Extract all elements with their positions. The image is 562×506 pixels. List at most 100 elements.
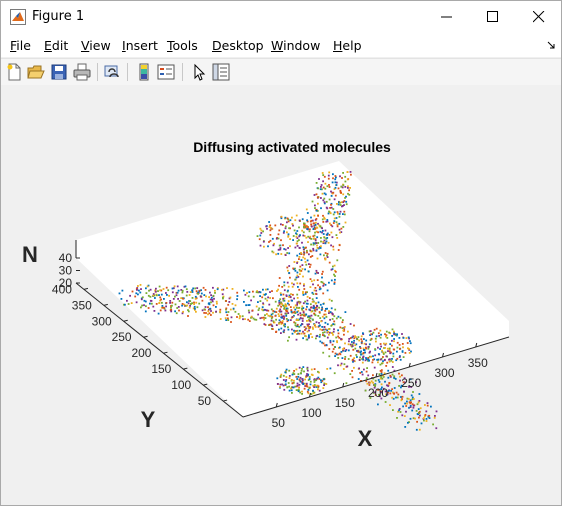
- scatter-point: [320, 207, 322, 210]
- scatter-point: [283, 316, 286, 319]
- menu-edit[interactable]: Edit: [44, 38, 69, 53]
- scatter-point: [318, 178, 320, 180]
- scatter-point: [331, 225, 334, 228]
- scatter-point: [131, 290, 134, 293]
- scatter-point: [386, 393, 389, 396]
- scatter-point: [393, 369, 396, 372]
- scatter-point: [197, 291, 199, 294]
- scatter-point: [400, 386, 402, 389]
- scatter-point: [351, 370, 353, 372]
- scatter-point: [387, 350, 389, 352]
- scatter-point: [289, 319, 292, 321]
- scatter-point: [150, 302, 153, 305]
- scatter-point: [146, 285, 149, 288]
- scatter-point: [264, 309, 267, 311]
- scatter-point: [269, 291, 271, 293]
- menu-help[interactable]: Help: [333, 38, 362, 53]
- scatter-point: [309, 250, 312, 253]
- scatter-point: [271, 290, 273, 292]
- minimize-button[interactable]: [424, 1, 470, 32]
- scatter-point: [270, 308, 273, 311]
- y-tick-mark: [143, 335, 148, 338]
- menu-view[interactable]: View: [81, 38, 111, 53]
- scatter-point: [307, 389, 310, 391]
- scatter-point: [183, 303, 186, 306]
- print-icon[interactable]: [73, 63, 91, 81]
- axes-plane: [76, 161, 509, 417]
- scatter-point: [385, 334, 388, 337]
- scatter-point: [285, 305, 288, 307]
- dock-figure-icon[interactable]: [547, 41, 556, 50]
- maximize-button[interactable]: [470, 1, 516, 32]
- scatter-point: [365, 377, 368, 380]
- scatter-point: [369, 339, 372, 341]
- legend-icon[interactable]: [157, 63, 175, 81]
- scatter-point: [386, 347, 389, 350]
- scatter-point: [154, 297, 156, 299]
- menu-desktop[interactable]: Desktop: [212, 38, 264, 53]
- scatter-point: [343, 200, 346, 202]
- scatter-point: [288, 336, 290, 339]
- scatter-point: [261, 316, 263, 319]
- scatter-point: [163, 306, 165, 309]
- scatter-point: [341, 327, 344, 329]
- menu-insert[interactable]: Insert: [122, 38, 158, 53]
- scatter-point: [211, 299, 214, 301]
- scatter-point: [390, 389, 392, 392]
- scatter-point: [184, 304, 186, 307]
- scatter-point: [303, 284, 305, 287]
- scatter-point: [304, 247, 306, 249]
- scatter-point: [277, 304, 280, 307]
- scatter-point: [250, 315, 253, 318]
- scatter-point: [374, 385, 376, 388]
- scatter-point: [387, 384, 390, 386]
- property-inspector-icon[interactable]: [212, 63, 230, 81]
- pointer-icon[interactable]: [190, 63, 208, 81]
- scatter-point: [335, 217, 338, 219]
- scatter-point: [138, 289, 140, 292]
- scatter-point: [178, 300, 181, 302]
- scatter-point: [264, 324, 267, 326]
- scatter-point: [157, 312, 160, 315]
- scatter-point: [326, 220, 329, 223]
- scatter-point: [360, 338, 363, 341]
- scatter-point: [333, 273, 335, 276]
- menu-file[interactable]: File: [10, 38, 31, 53]
- scatter-point: [152, 305, 155, 308]
- close-button[interactable]: [516, 1, 562, 32]
- scatter-point: [417, 408, 420, 410]
- scatter-point: [319, 328, 322, 331]
- scatter-point: [339, 201, 341, 204]
- new-figure-icon[interactable]: [5, 63, 23, 81]
- menu-tools[interactable]: Tools: [167, 38, 198, 53]
- scatter-point: [355, 354, 358, 356]
- scatter-point: [316, 247, 319, 249]
- scatter-point: [284, 323, 286, 326]
- scatter-point: [288, 294, 291, 297]
- scatter-point: [180, 289, 183, 291]
- scatter-point: [391, 391, 394, 394]
- link-plot-icon[interactable]: [103, 63, 121, 81]
- scatter-point: [342, 201, 345, 203]
- scatter3-plot[interactable]: Diffusing activated molecules 5010015020…: [1, 85, 561, 505]
- scatter-point: [344, 180, 347, 183]
- scatter-point: [353, 366, 355, 369]
- open-file-icon[interactable]: [27, 63, 45, 81]
- scatter-point: [219, 308, 222, 311]
- scatter-point: [306, 259, 309, 262]
- colorbar-icon[interactable]: [135, 63, 153, 81]
- scatter-point: [303, 313, 306, 316]
- scatter-point: [334, 355, 336, 357]
- save-icon[interactable]: [50, 63, 68, 81]
- scatter-point: [304, 382, 306, 385]
- scatter-point: [327, 328, 330, 330]
- scatter-point: [380, 376, 383, 378]
- scatter-point: [311, 225, 313, 228]
- scatter-point: [305, 338, 308, 341]
- scatter-point: [404, 426, 407, 428]
- scatter-point: [165, 292, 167, 294]
- menu-window[interactable]: Window: [271, 38, 321, 53]
- scatter-point: [257, 309, 260, 311]
- scatter-points: [118, 171, 438, 431]
- scatter-point: [380, 397, 383, 400]
